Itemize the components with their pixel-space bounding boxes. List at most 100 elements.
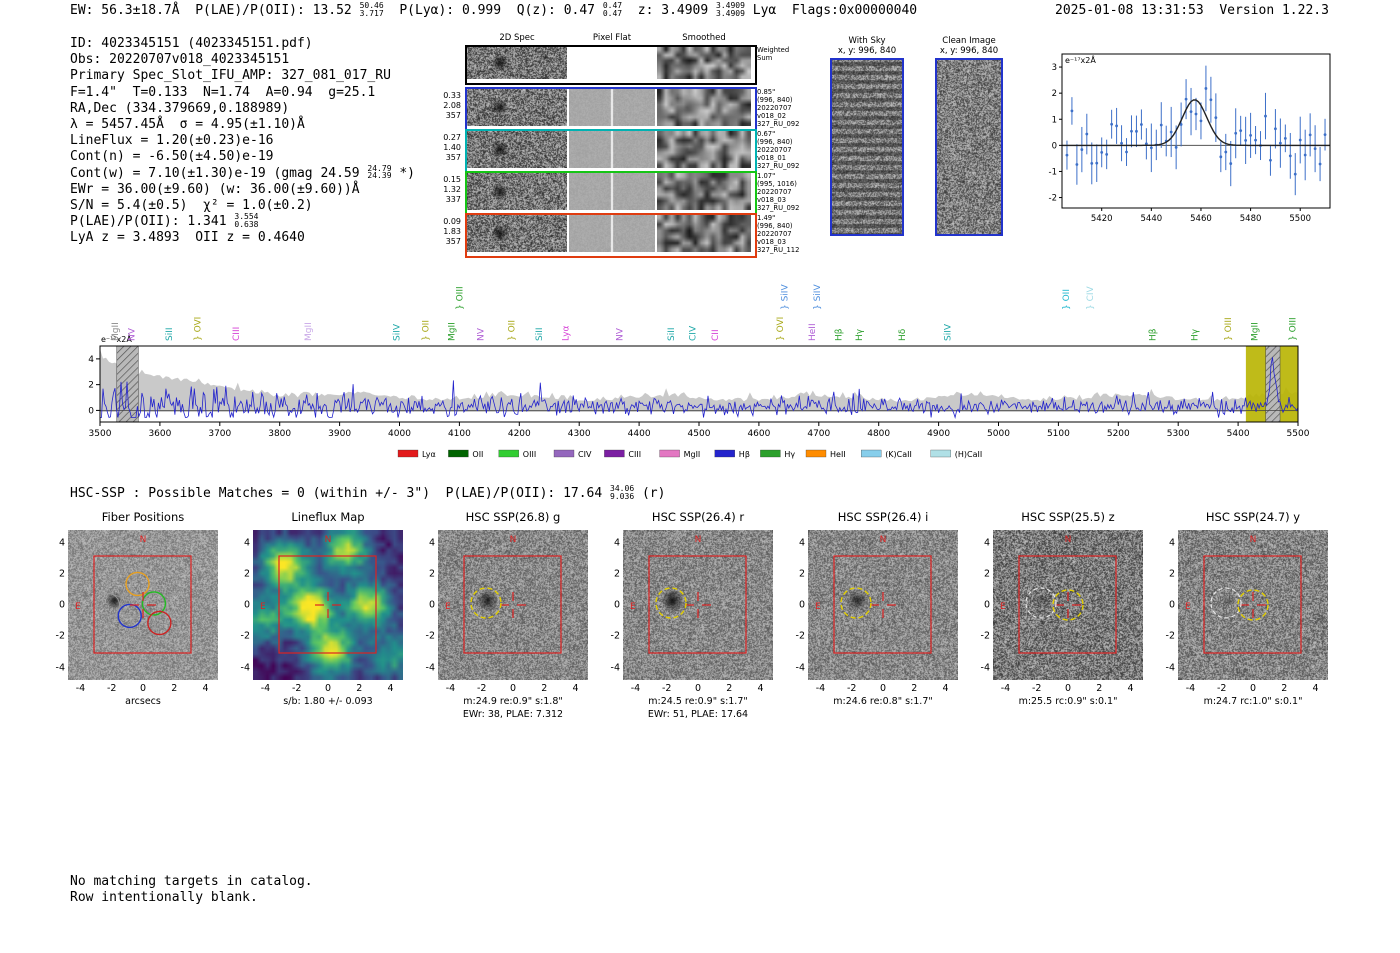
aperture-circle (840, 587, 872, 619)
stacked-fraction: 24.79 24.39 (367, 164, 391, 180)
data-point (1189, 110, 1193, 114)
data-point (1159, 123, 1163, 127)
cutout-caption: m:24.5 re:0.9" s:1.7" (648, 696, 748, 707)
y-tick-label: 4 (798, 537, 805, 548)
ifu-footprint-box (1018, 555, 1117, 654)
spec2d-row-annotations: 1.07" (995, 1016) 20220707 v018_03 327_RU_09… (757, 172, 799, 212)
data-point (1095, 161, 1099, 165)
x-tick-label: 4700 (807, 429, 830, 439)
legend-label: (H)CaII (955, 450, 982, 459)
x-tick-label: 5460 (1190, 214, 1212, 224)
ifu-footprint-box (1203, 555, 1302, 654)
x-tick-label: -4 (1185, 683, 1196, 694)
emission-line-label: NV (615, 327, 625, 341)
compass-east-label: E (445, 602, 451, 612)
fraction-lower: 9.036 (610, 491, 635, 501)
weight-value: 0.27 (443, 133, 461, 142)
x-tick-label: 4 (387, 683, 394, 694)
x-tick-label: 5100 (1047, 429, 1070, 439)
x-tick-label: 4 (757, 683, 764, 694)
y-tick-label: 2 (58, 568, 65, 580)
stacked-fraction: 50.46 3.717 (360, 2, 384, 17)
emission-line-label: SiII (165, 327, 175, 341)
fiber-circle (119, 633, 144, 658)
y-tick-label: 2 (798, 568, 805, 580)
y-tick-label: 0 (1052, 141, 1057, 151)
annotation-line: (996, 840) (757, 138, 793, 146)
text-segment: RA,Dec (334.379669,0.188989) (70, 100, 290, 116)
detection-info-block: ID: 4023345151 (4023345151.pdf) Obs: 2022… (70, 36, 415, 246)
spec2d-column-header: Smoothed (682, 33, 726, 43)
y-tick-label: 0 (983, 599, 990, 611)
y-tick-label: -2 (425, 630, 435, 642)
data-point (1239, 129, 1243, 133)
annotation-line: 0.85" (757, 88, 776, 96)
legend-swatch (861, 449, 882, 458)
legend-label: HeII (830, 450, 846, 459)
fiber-circle (142, 633, 167, 658)
legend-label: OII (472, 450, 483, 459)
data-point (1149, 146, 1153, 150)
text-segment: ID: 4023345151 (4023345151.pdf) (70, 36, 313, 51)
data-point (1130, 129, 1133, 133)
spec2d-row (465, 171, 757, 216)
emission-line-label: CIV (688, 325, 698, 341)
emission-line-label: HeII (808, 323, 818, 341)
emission-line-label: } OII (1062, 289, 1072, 310)
x-tick-label: -2 (107, 683, 117, 694)
y-tick-label: -2 (610, 630, 620, 642)
y-tick-label: 4 (983, 537, 990, 548)
weight-value: 1.40 (443, 143, 461, 152)
x-tick-label: 0 (879, 683, 887, 694)
annotation-line: 327_RU_112 (757, 246, 800, 254)
x-tick-label: 5480 (1240, 214, 1262, 224)
x-tick-label: 4900 (927, 429, 950, 439)
footer-line: Row intentionally blank. (70, 890, 258, 905)
annotation-line: v018_01 (757, 154, 787, 162)
emission-line-label: Hβ (835, 328, 845, 341)
emission-line-label: } OIII (1224, 317, 1234, 341)
text-segment: z: 3.4909 (622, 3, 717, 18)
emission-line-label: MgII (1250, 322, 1260, 341)
text-segment: (r) (634, 486, 666, 501)
compass-north-label: N (140, 535, 147, 545)
legend-swatch (760, 449, 781, 458)
y-tick-label: 0 (613, 599, 620, 611)
x-tick-label: 4100 (448, 429, 471, 439)
legend-swatch (714, 449, 735, 458)
annotation-line: 20220707 (757, 146, 792, 154)
pixel-flat-image (569, 215, 655, 252)
x-tick-label: 3500 (89, 429, 112, 439)
data-point (1283, 136, 1287, 140)
annotation-line: 1.07" (757, 172, 776, 180)
compass-east-label: E (630, 602, 636, 612)
data-point (1075, 163, 1079, 166)
y-tick-label: 4 (613, 537, 620, 548)
data-point (1110, 122, 1114, 126)
y-tick-label: 4 (88, 355, 94, 365)
data-point (1249, 133, 1252, 137)
data-point (1085, 132, 1089, 136)
data-point (1140, 123, 1143, 126)
stacked-fraction: 3.4909 3.4909 (716, 2, 745, 17)
cutout-overlay: NE (1000, 535, 1117, 654)
data-point (1293, 172, 1297, 176)
cutout-caption: s/b: 1.80 +/- 0.093 (283, 696, 373, 707)
x-tick-label: 2 (911, 683, 918, 694)
annotation-line: 327_RU_092 (757, 162, 800, 170)
ifu-footprint-box (463, 555, 562, 654)
cutout-title: Lineflux Map (291, 510, 365, 524)
text-segment: Lyα Flags:0x00000040 (744, 3, 918, 18)
weight-value: 2.08 (443, 101, 461, 110)
cutout-image (438, 530, 588, 680)
x-tick-label: 5420 (1091, 214, 1113, 224)
pixel-flat-image (569, 131, 655, 168)
with-sky-image (830, 58, 904, 236)
ifu-footprint-box (278, 555, 377, 654)
y-tick-label: 2 (88, 381, 94, 391)
data-point (1179, 123, 1183, 126)
smoothed-image (657, 89, 751, 126)
x-tick-label: -2 (477, 683, 487, 694)
legend-swatch (553, 449, 575, 458)
spec2d-column-header: 2D Spec (499, 33, 535, 43)
